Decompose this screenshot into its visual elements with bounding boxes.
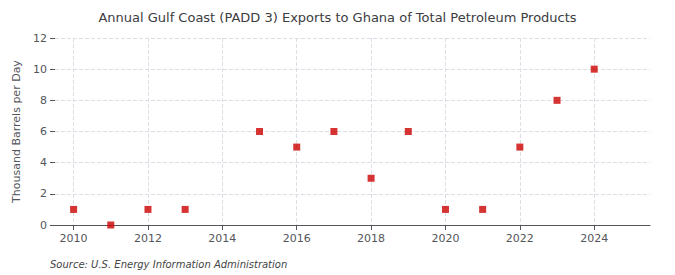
svg-text:2012: 2012 [134,232,162,245]
svg-text:2: 2 [40,187,47,200]
svg-text:Annual Gulf Coast (PADD 3) Exp: Annual Gulf Coast (PADD 3) Exports to Gh… [98,10,576,25]
svg-text:2020: 2020 [431,232,459,245]
svg-text:12: 12 [33,32,47,45]
svg-text:8: 8 [40,94,47,107]
svg-text:2010: 2010 [60,232,88,245]
svg-text:2022: 2022 [506,232,534,245]
svg-text:2024: 2024 [580,232,608,245]
svg-text:4: 4 [40,156,47,169]
svg-text:Source: U.S. Energy Informatio: Source: U.S. Energy Information Administ… [50,259,287,270]
svg-text:2014: 2014 [208,232,236,245]
svg-text:6: 6 [40,125,47,138]
svg-text:10: 10 [33,63,47,76]
svg-text:Thousand Barrels per Day: Thousand Barrels per Day [10,60,23,204]
svg-text:2018: 2018 [357,232,385,245]
svg-text:2016: 2016 [283,232,311,245]
svg-text:0: 0 [40,219,47,232]
